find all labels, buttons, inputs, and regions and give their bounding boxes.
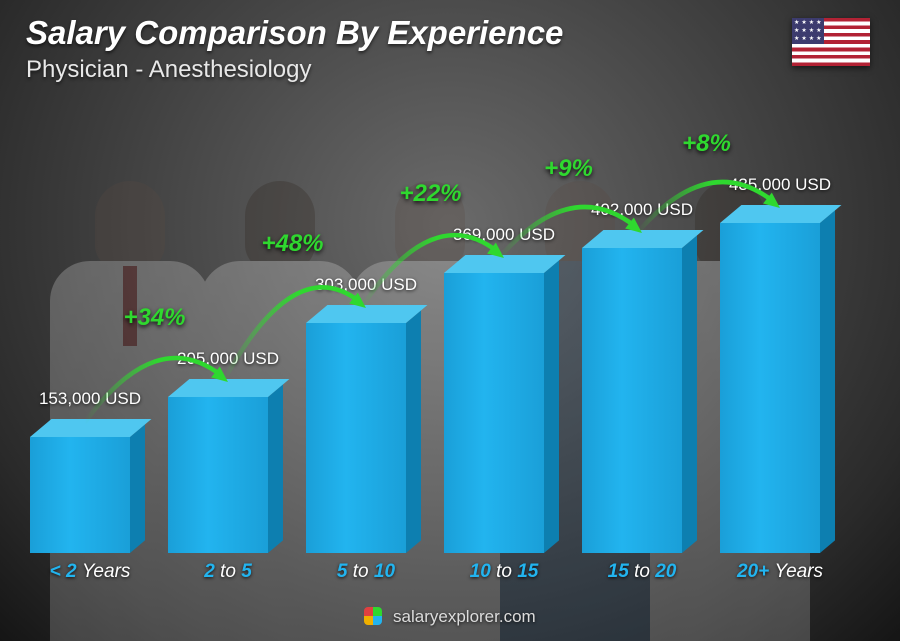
bar-category-label: < 2 Years [30,561,150,583]
footer-text: salaryexplorer.com [393,607,536,626]
bar-front [306,323,406,553]
increase-percent-label: +8% [682,130,731,158]
footer: salaryexplorer.com [0,607,900,627]
bar-value-label: 402,000 USD [591,200,693,220]
bar-side [820,210,835,553]
chart-subtitle: Physician - Anesthesiology [26,56,874,84]
bar-side [268,384,283,553]
bar-value-label: 369,000 USD [453,225,555,245]
increase-percent-label: +48% [261,230,323,258]
bar [444,273,544,553]
bar-value-label: 303,000 USD [315,275,417,295]
bar-top [444,255,565,273]
bar-category-label: 2 to 5 [168,561,288,583]
bar-category-label: 15 to 20 [582,561,702,583]
header: Salary Comparison By Experience Physicia… [26,14,874,84]
chart-title: Salary Comparison By Experience [26,14,874,52]
bar [168,397,268,553]
bar-side [544,260,559,553]
bar [306,323,406,553]
bar-chart: 153,000 USD < 2 Years 205,000 USD 2 to 5 303… [30,81,860,581]
bar-category-label: 5 to 10 [306,561,426,583]
bar [582,248,682,553]
bar-side [682,235,697,553]
bar-front [168,397,268,553]
bar-side [130,424,145,553]
bar-side [406,310,421,553]
us-flag-icon [792,18,870,66]
bar-value-label: 435,000 USD [729,175,831,195]
bar-category-label: 10 to 15 [444,561,564,583]
bar-top [720,205,841,223]
increase-percent-label: +34% [123,304,185,332]
bar-front [444,273,544,553]
bar-top [168,379,289,397]
bar-front [30,437,130,553]
bar-value-label: 153,000 USD [39,389,141,409]
bar-top [306,305,427,323]
bar-top [582,230,703,248]
bar-front [720,223,820,553]
bar-value-label: 205,000 USD [177,349,279,369]
increase-percent-label: +22% [399,180,461,208]
bar-category-label: 20+ Years [720,561,840,583]
bar-front [582,248,682,553]
bar [30,437,130,553]
bar [720,223,820,553]
bar-top [30,419,151,437]
salaryexplorer-logo-icon [364,607,382,625]
increase-percent-label: +9% [544,155,593,183]
